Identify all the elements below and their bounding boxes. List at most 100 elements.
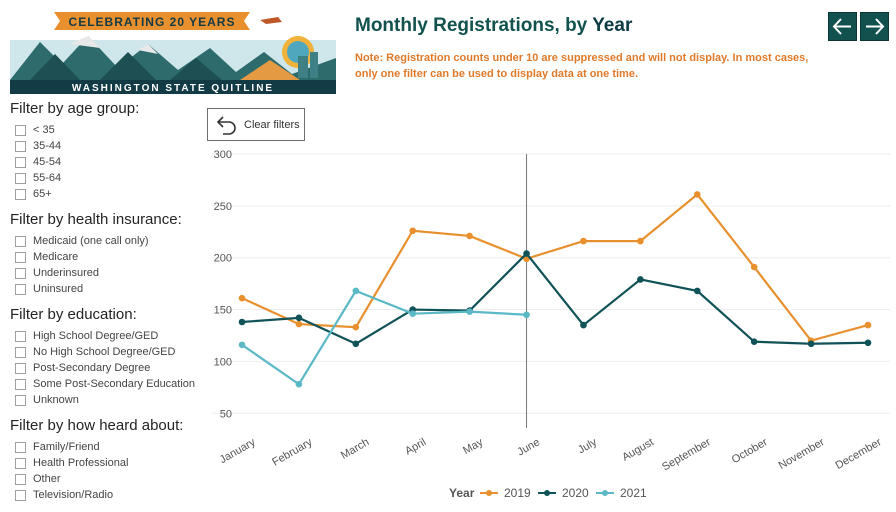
filter-option[interactable]: Family/Friend	[15, 439, 210, 455]
data-point-2020	[523, 250, 530, 257]
filter-checkbox[interactable]	[15, 378, 26, 390]
filter-option-label: Underinsured	[33, 267, 100, 279]
x-tick-label: November	[777, 436, 827, 472]
data-point-2019	[238, 294, 246, 302]
series-line-2020	[241, 251, 869, 346]
data-point-2020	[637, 276, 644, 283]
logo-banner-text: CELEBRATING 20 YEARS	[69, 15, 236, 29]
filter-checkbox[interactable]	[15, 251, 26, 263]
filter-option[interactable]: Health Professional	[15, 455, 210, 471]
filter-checkbox[interactable]	[15, 489, 26, 501]
filter-option-label: 55-64	[33, 172, 62, 184]
filter-option[interactable]: Uninsured	[15, 281, 210, 297]
undo-arrow-icon	[216, 115, 236, 135]
filter-option[interactable]: 35-44	[15, 138, 210, 154]
data-point-2019	[864, 321, 872, 329]
x-tick-label: August	[620, 436, 656, 464]
filter-option[interactable]: High School Degree/GED	[15, 328, 210, 344]
next-page-button[interactable]	[860, 12, 889, 41]
filter-option-label: 35-44	[33, 140, 62, 152]
filter-option-label: Medicare	[33, 251, 79, 263]
y-tick-label: 50	[220, 408, 232, 420]
filter-checkbox[interactable]	[15, 362, 26, 374]
legend-marker-2019	[486, 490, 492, 496]
data-point-2019	[295, 320, 303, 328]
data-point-2021	[295, 380, 303, 388]
page-title: Monthly Registrations, by Year	[355, 15, 632, 37]
filter-checkbox[interactable]	[15, 172, 26, 184]
x-tick-label: December	[834, 436, 884, 472]
filter-option[interactable]: Post-Secondary Degree	[15, 360, 210, 376]
filter-checkbox[interactable]	[15, 330, 26, 342]
legend-label-2020: 2020	[562, 486, 589, 500]
x-tick-label: April	[403, 436, 428, 457]
filter-checkbox[interactable]	[15, 394, 26, 406]
data-point-2021	[409, 310, 417, 318]
filter-option[interactable]: Unknown	[15, 392, 210, 408]
filter-checkbox[interactable]	[15, 473, 26, 485]
filter-option[interactable]: Medicaid (one call only)	[15, 233, 210, 249]
filter-option[interactable]: 55-64	[15, 170, 210, 186]
filter-group-title: Filter by education:	[10, 306, 137, 323]
previous-page-button[interactable]	[828, 12, 857, 41]
data-point-2019	[580, 237, 587, 245]
filter-option-label: 45-54	[33, 156, 62, 168]
clear-filters-label: Clear filters	[244, 118, 300, 131]
data-point-2019	[523, 255, 530, 263]
filter-option[interactable]: No High School Degree/GED	[15, 344, 210, 360]
filter-checkbox[interactable]	[15, 124, 26, 136]
filter-option[interactable]: < 35	[15, 122, 210, 138]
legend-marker-2020	[544, 490, 550, 496]
filter-checkbox[interactable]	[15, 235, 26, 247]
data-point-2020	[750, 338, 758, 346]
data-point-2021	[352, 287, 360, 295]
series-line-2021	[241, 289, 527, 386]
filter-checkbox[interactable]	[15, 140, 26, 152]
x-tick-label: October	[730, 436, 770, 466]
filter-group: Filter by health insurance: Medicaid (one…	[10, 211, 210, 297]
data-point-2020	[295, 314, 303, 322]
filter-checkbox[interactable]	[15, 188, 26, 200]
filter-group: Filter by how heard about: Family/Friend H…	[10, 417, 210, 503]
filter-option[interactable]: Television/Radio	[15, 487, 210, 503]
filter-option[interactable]: Other	[15, 471, 210, 487]
filter-checkbox[interactable]	[15, 346, 26, 358]
filter-checkbox[interactable]	[15, 156, 26, 168]
data-point-2019	[750, 263, 758, 271]
data-point-2020	[864, 339, 872, 347]
filter-option-label: Television/Radio	[33, 489, 114, 501]
data-point-2019	[409, 227, 417, 235]
title-main: Monthly Registrations, by	[355, 15, 593, 36]
data-point-2021	[523, 311, 530, 319]
x-tick-label: January	[218, 436, 258, 466]
filter-checkbox[interactable]	[15, 457, 26, 469]
filter-group-title: Filter by how heard about:	[10, 417, 184, 434]
filter-option-label: Health Professional	[33, 457, 129, 469]
suppression-note: Note: Registration counts under 10 are s…	[355, 52, 809, 80]
filter-group: Filter by education: High School Degree/G…	[10, 306, 210, 408]
legend-title: Year	[449, 486, 475, 500]
filter-option[interactable]: Some Post-Secondary Education	[15, 376, 210, 392]
filter-checkbox[interactable]	[15, 441, 26, 453]
data-point-2019	[807, 337, 815, 344]
filter-checkbox[interactable]	[15, 267, 26, 279]
filter-panel: Filter by age group: < 35 35-44 45-54 55-64 6…	[10, 100, 210, 512]
filter-group: Filter by age group: < 35 35-44 45-54 55-64 6…	[10, 100, 210, 202]
filter-checkbox[interactable]	[15, 283, 26, 295]
clear-filters-button[interactable]: Clear filters	[207, 108, 305, 141]
data-point-2021	[466, 308, 473, 315]
data-point-2020	[693, 287, 701, 295]
filter-option-label: Family/Friend	[33, 441, 100, 453]
title-year: Year	[592, 15, 633, 36]
data-point-2020	[238, 318, 246, 326]
y-tick-label: 100	[214, 356, 232, 368]
y-tick-label: 250	[214, 201, 232, 213]
logo-artwork: CELEBRATING 20 YEARS WASHINGTON STATE QU…	[10, 8, 336, 94]
filter-option-label: Post-Secondary Degree	[33, 362, 151, 374]
filter-option[interactable]: 45-54	[15, 154, 210, 170]
filter-option[interactable]: Medicare	[15, 249, 210, 265]
arrow-right-icon	[866, 18, 885, 35]
filter-option[interactable]: 65+	[15, 186, 210, 202]
filter-option[interactable]: Underinsured	[15, 265, 210, 281]
x-tick-label: May	[461, 436, 485, 457]
